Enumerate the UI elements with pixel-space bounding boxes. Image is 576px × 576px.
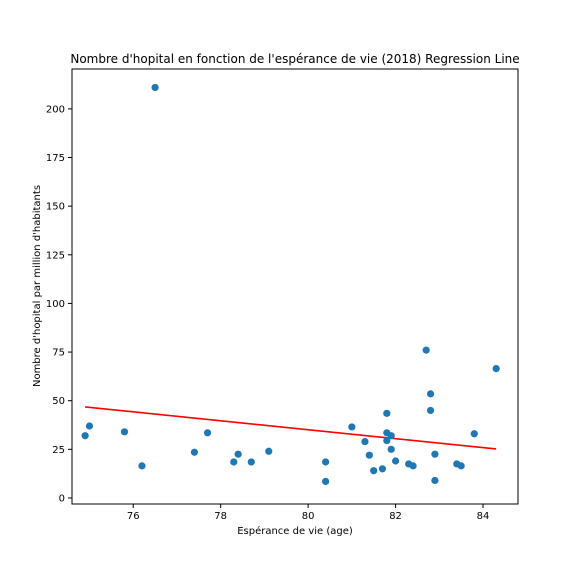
scatter-point xyxy=(426,406,435,415)
y-tick-label: 100 xyxy=(46,299,65,310)
scatter-point xyxy=(322,477,330,486)
scatter-point xyxy=(151,83,159,92)
x-tick-label: 84 xyxy=(477,511,490,522)
scatter-point xyxy=(431,476,439,485)
scatter-point xyxy=(470,430,478,438)
y-tick-label: 175 xyxy=(46,153,65,164)
scatter-point xyxy=(409,462,417,470)
y-tick-label: 75 xyxy=(52,348,65,359)
axis-ticks: 76 78 80 82 84 0 25 50 75 100 125 150 175 200 xyxy=(46,104,489,522)
scatter-point xyxy=(120,428,129,436)
y-tick-label: 50 xyxy=(52,396,65,407)
x-tick-label: 82 xyxy=(389,511,402,522)
y-tick-label: 0 xyxy=(59,493,65,504)
data-points xyxy=(81,83,500,486)
scatter-point xyxy=(265,447,273,455)
y-tick-label: 200 xyxy=(46,104,65,115)
x-tick-label: 80 xyxy=(302,511,315,522)
scatter-point xyxy=(457,462,465,470)
scatter-point xyxy=(492,364,500,373)
x-axis-label: Espérance de vie (age) xyxy=(237,525,353,537)
regression-line xyxy=(85,406,497,450)
scatter-point xyxy=(138,462,146,470)
scatter-point xyxy=(391,457,400,465)
chart-title: Nombre d'hopital en fonction de l'espéra… xyxy=(70,52,519,66)
scatter-point xyxy=(361,437,369,446)
plot-area-frame xyxy=(71,68,519,505)
scatter-point xyxy=(383,409,391,417)
scatter-point xyxy=(230,458,238,466)
regression-line-group xyxy=(85,406,497,450)
scatter-point xyxy=(378,465,387,473)
y-tick-label: 125 xyxy=(46,250,65,261)
scatter-point xyxy=(322,458,330,466)
scatter-point xyxy=(365,451,373,459)
scatter-point xyxy=(203,429,212,437)
scatter-point xyxy=(247,458,255,466)
scatter-point xyxy=(426,390,435,398)
y-tick-label: 25 xyxy=(52,445,65,456)
scatter-point xyxy=(383,436,391,445)
scatter-point xyxy=(81,432,89,440)
scatter-point xyxy=(431,450,439,458)
scatter-point xyxy=(190,448,199,456)
y-axis-label: Nombre d'hopital par million d'habitants xyxy=(32,185,43,387)
scatter-point xyxy=(234,450,242,458)
scatter-point xyxy=(387,432,395,440)
scatter-point xyxy=(85,422,94,430)
y-tick-label: 150 xyxy=(46,202,65,213)
scatter-point xyxy=(387,445,395,453)
x-tick-label: 78 xyxy=(214,511,227,522)
scatter-point xyxy=(348,423,356,431)
scatter-point xyxy=(370,467,378,475)
x-tick-label: 76 xyxy=(127,511,140,522)
scatter-point xyxy=(422,346,430,354)
